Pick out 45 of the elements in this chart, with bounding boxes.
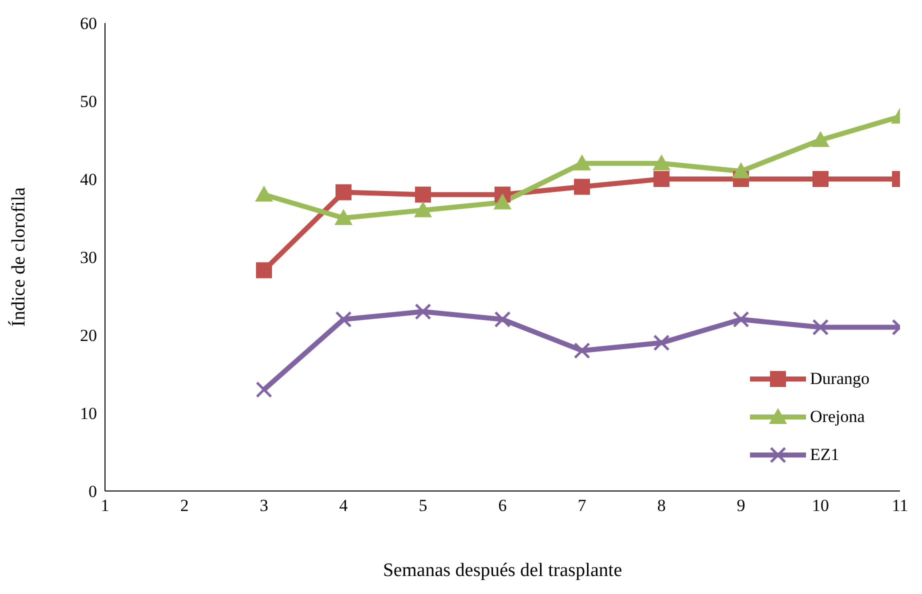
point <box>654 171 670 187</box>
point <box>573 154 591 170</box>
legend-label: Durango <box>810 369 870 389</box>
point <box>415 186 431 203</box>
y-tick-label: 50 <box>80 92 97 112</box>
y-tick-label: 60 <box>80 14 97 34</box>
point <box>334 209 352 225</box>
point <box>336 184 352 200</box>
x-tick-label: 5 <box>418 496 428 516</box>
y-tick-label: 0 <box>88 482 97 502</box>
point <box>653 334 670 352</box>
point <box>812 171 828 187</box>
point <box>414 303 432 320</box>
x-axis-title: Semanas después del trasplante <box>382 560 622 581</box>
x-tick-label: 11 <box>892 496 908 516</box>
y-tick-label: 20 <box>80 326 97 346</box>
point <box>812 131 830 147</box>
point <box>256 262 272 278</box>
point <box>494 311 511 328</box>
y-tick-label: 30 <box>80 248 97 268</box>
x-tick-label: 8 <box>657 496 666 516</box>
point <box>255 186 273 202</box>
y-axis-title: Índice de clorofila <box>8 186 30 327</box>
point <box>574 342 590 359</box>
x-tick-label: 9 <box>736 496 746 516</box>
point <box>812 318 829 336</box>
y-tick-label: 10 <box>80 404 97 424</box>
point <box>494 193 512 210</box>
y-tick-label: 40 <box>80 170 97 190</box>
legend-label: Orejona <box>810 407 865 427</box>
x-tick-label: 1 <box>100 496 110 516</box>
point <box>256 381 272 398</box>
point <box>574 178 590 195</box>
point <box>732 162 750 178</box>
x-tick-label: 3 <box>260 496 268 516</box>
point <box>732 311 750 328</box>
point <box>335 311 352 328</box>
legend-label: EZ1 <box>810 445 840 465</box>
x-tick-label: 10 <box>812 496 829 516</box>
point <box>652 154 670 170</box>
x-tick-label: 4 <box>339 496 348 516</box>
point <box>414 201 432 218</box>
x-tick-label: 7 <box>578 496 587 516</box>
x-tick-label: 2 <box>180 496 189 516</box>
x-tick-label: 6 <box>498 496 507 516</box>
